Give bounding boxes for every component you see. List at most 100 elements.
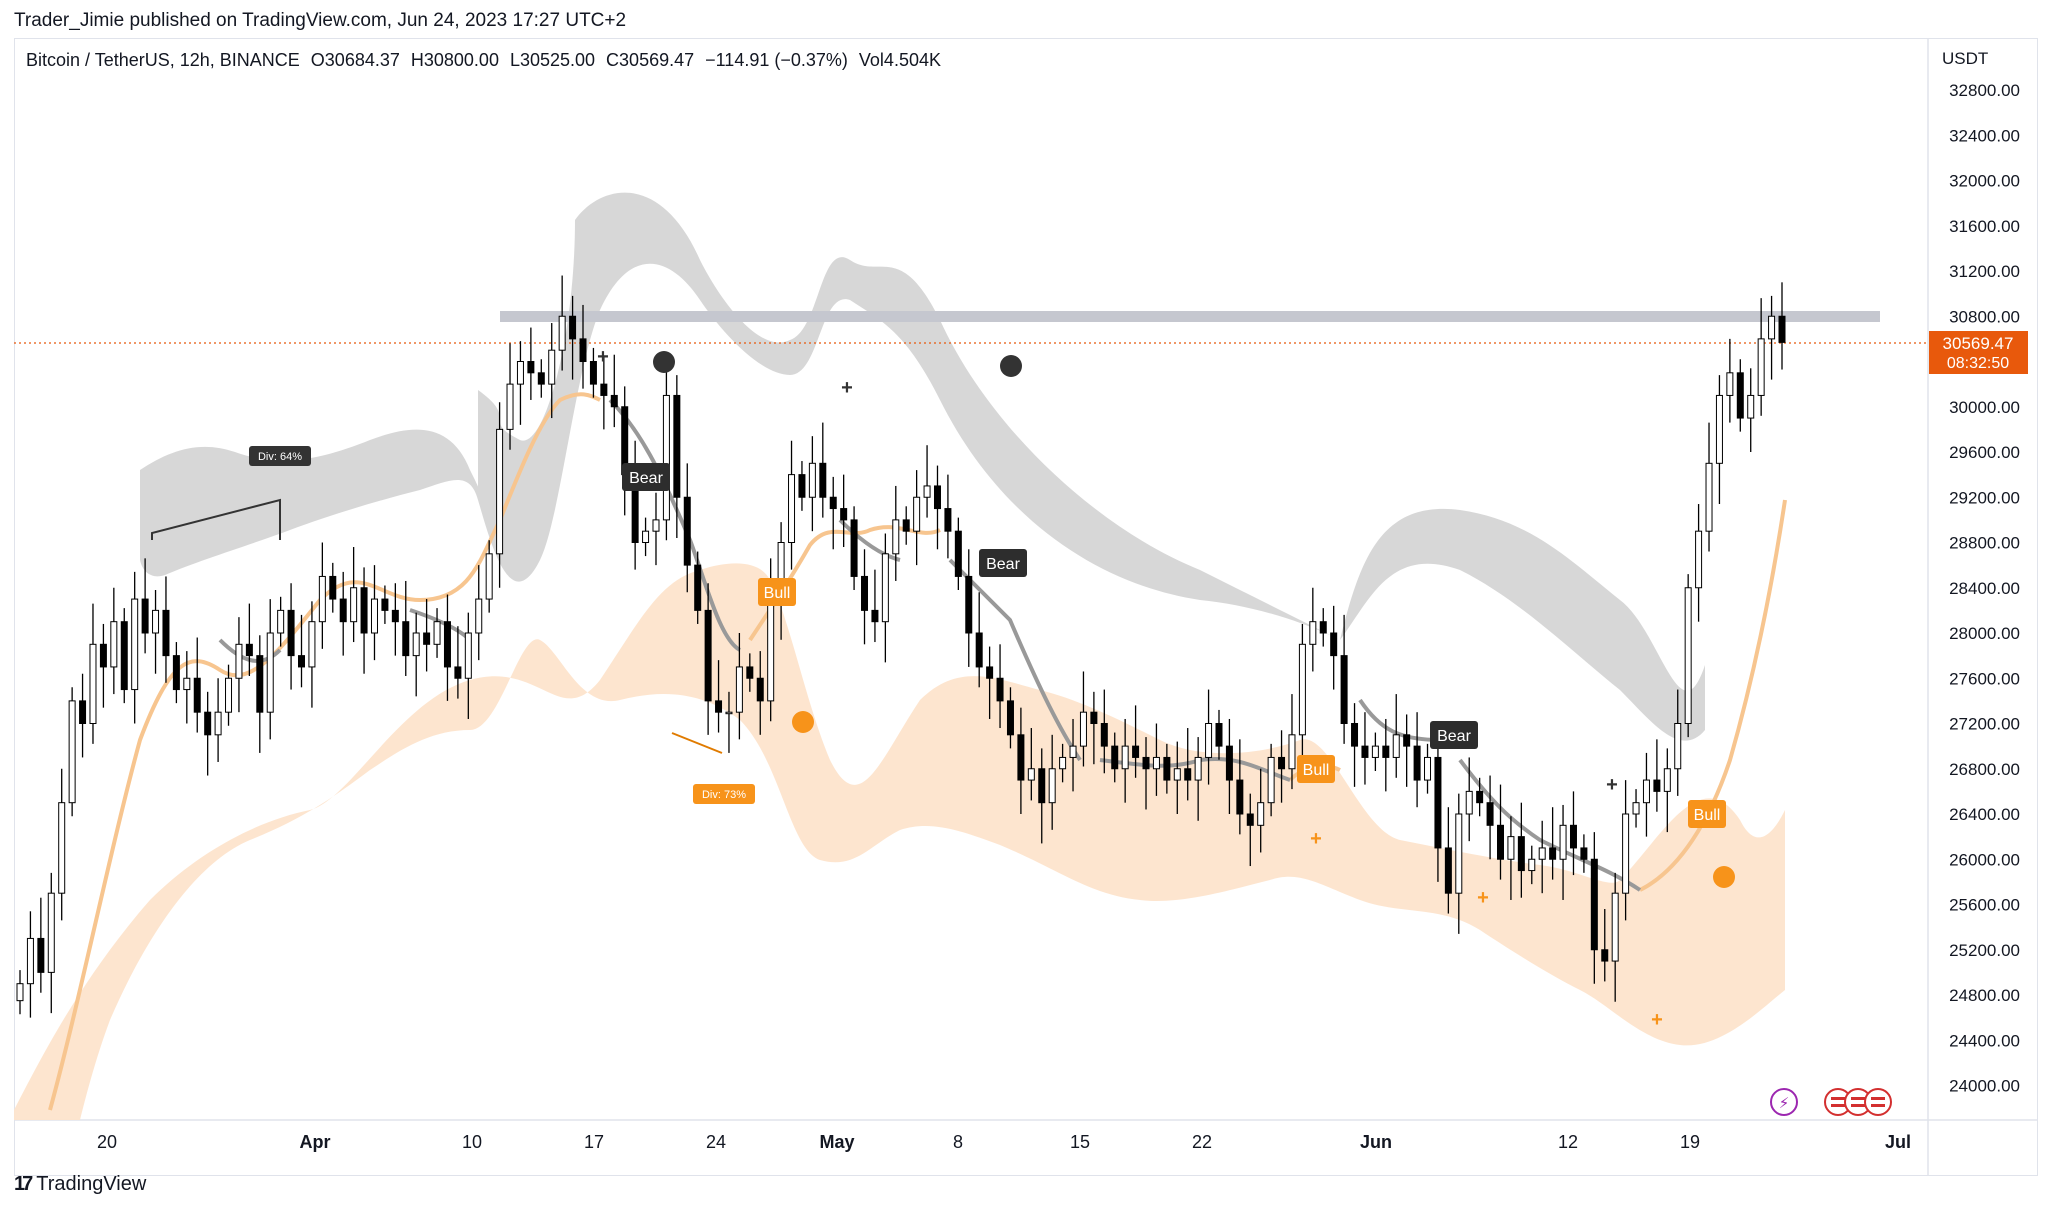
candle[interactable] <box>944 474 952 559</box>
candle[interactable] <box>861 549 869 645</box>
bear-dot-marker[interactable] <box>653 351 675 373</box>
candle[interactable] <box>1121 718 1129 803</box>
tradingview-logo[interactable]: 17 TradingView <box>14 1173 146 1196</box>
candle[interactable] <box>26 911 34 1018</box>
candle[interactable] <box>1215 709 1223 760</box>
candle[interactable] <box>610 354 618 428</box>
candle[interactable] <box>1319 608 1327 647</box>
candle[interactable] <box>1747 368 1755 452</box>
candle[interactable] <box>1778 282 1786 370</box>
candle[interactable] <box>715 660 723 733</box>
candle[interactable] <box>58 768 66 921</box>
candle[interactable] <box>1569 791 1577 876</box>
candle[interactable] <box>1246 793 1254 867</box>
candle[interactable] <box>1048 734 1056 830</box>
candle[interactable] <box>68 687 76 817</box>
candle[interactable] <box>1236 739 1244 835</box>
candle[interactable] <box>1079 671 1087 767</box>
candle[interactable] <box>308 601 316 708</box>
candle[interactable] <box>1090 691 1098 765</box>
candle[interactable] <box>1768 295 1776 380</box>
candle[interactable] <box>850 506 858 591</box>
candle[interactable] <box>225 664 233 726</box>
candle[interactable] <box>433 608 441 658</box>
candle[interactable] <box>1653 739 1661 812</box>
candle[interactable] <box>370 565 378 661</box>
candle[interactable] <box>1257 768 1265 853</box>
candle[interactable] <box>840 474 848 548</box>
candle[interactable] <box>1225 718 1233 814</box>
candle[interactable] <box>1476 777 1484 817</box>
candle[interactable] <box>1486 775 1494 860</box>
divergence-label[interactable]: Div: 73% <box>693 784 755 804</box>
candle[interactable] <box>996 644 1004 729</box>
candle[interactable] <box>589 347 597 398</box>
candle[interactable] <box>298 614 306 688</box>
candle[interactable] <box>464 612 472 719</box>
candle[interactable] <box>37 897 45 993</box>
candle[interactable] <box>381 585 389 624</box>
bull-label[interactable]: Bull <box>1688 800 1726 828</box>
candle[interactable] <box>391 583 399 656</box>
candle[interactable] <box>569 295 577 380</box>
candle[interactable] <box>1517 802 1525 898</box>
candle[interactable] <box>1111 732 1119 783</box>
candle[interactable] <box>1413 712 1421 808</box>
candle[interactable] <box>1371 732 1379 772</box>
bull-dot-marker[interactable] <box>1713 866 1735 888</box>
candle[interactable] <box>1278 730 1286 803</box>
candle[interactable] <box>47 872 55 1014</box>
candle[interactable] <box>1674 689 1682 796</box>
candle[interactable] <box>1006 687 1014 749</box>
candle[interactable] <box>881 533 889 663</box>
candle[interactable] <box>1163 743 1171 794</box>
candle[interactable] <box>318 542 326 649</box>
candle[interactable] <box>1663 748 1671 833</box>
candle[interactable] <box>287 583 295 690</box>
candle[interactable] <box>788 440 796 570</box>
candle[interactable] <box>913 470 921 566</box>
candle[interactable] <box>631 440 639 570</box>
candle[interactable] <box>871 569 879 643</box>
bear-label[interactable]: Bear <box>622 463 670 491</box>
candle[interactable] <box>496 402 504 588</box>
candle[interactable] <box>516 341 524 425</box>
candle[interactable] <box>673 375 681 538</box>
candle[interactable] <box>621 386 629 516</box>
candle[interactable] <box>1288 694 1296 790</box>
legend-symbol[interactable]: Bitcoin / TetherUS, 12h, BINANCE <box>26 50 300 70</box>
candle[interactable] <box>975 592 983 688</box>
bear-dot-marker[interactable] <box>1000 355 1022 377</box>
candle[interactable] <box>600 356 608 430</box>
candle[interactable] <box>1142 737 1150 810</box>
candle[interactable] <box>79 673 87 758</box>
candle[interactable] <box>141 558 149 654</box>
divergence-label[interactable]: Div: 64% <box>249 446 311 466</box>
candle[interactable] <box>808 436 816 532</box>
candle[interactable] <box>183 651 191 724</box>
candle[interactable] <box>725 691 733 753</box>
candle[interactable] <box>548 323 556 419</box>
bull-label[interactable]: Bull <box>1297 755 1335 783</box>
candle[interactable] <box>235 617 243 713</box>
candle[interactable] <box>1611 872 1619 1002</box>
bull-label[interactable]: Bull <box>758 578 796 606</box>
candle[interactable] <box>1465 757 1473 842</box>
candle[interactable] <box>256 635 264 753</box>
candle[interactable] <box>1455 793 1463 934</box>
candle[interactable] <box>214 678 222 762</box>
candle[interactable] <box>1757 298 1765 416</box>
candle[interactable] <box>1642 752 1650 837</box>
candle[interactable] <box>662 354 670 541</box>
candle[interactable] <box>1340 614 1348 744</box>
candle[interactable] <box>412 612 420 697</box>
candle[interactable] <box>1715 375 1723 505</box>
candle[interactable] <box>704 583 712 735</box>
candle[interactable] <box>1027 728 1035 801</box>
candle[interactable] <box>694 551 702 624</box>
candle[interactable] <box>735 633 743 740</box>
candle[interactable] <box>1538 820 1546 894</box>
candle[interactable] <box>579 304 587 389</box>
candle[interactable] <box>1267 743 1275 817</box>
candle[interactable] <box>1590 832 1598 984</box>
